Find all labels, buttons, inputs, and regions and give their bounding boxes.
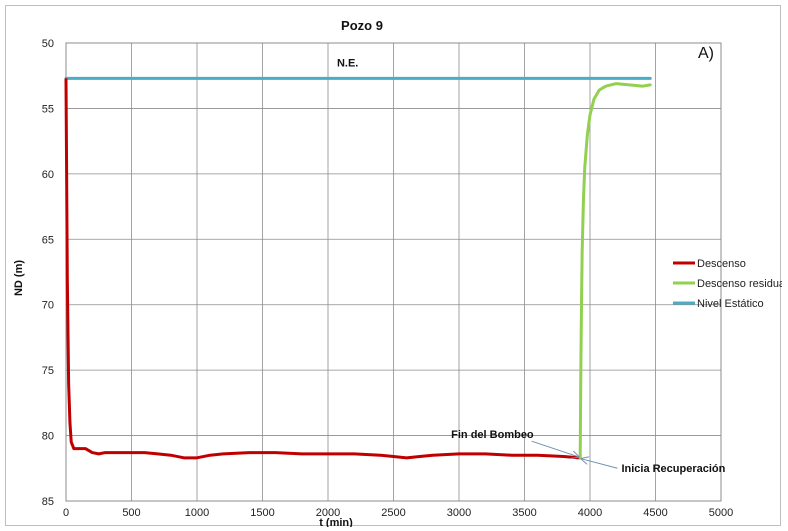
y-tick-label: 80 — [42, 431, 54, 443]
x-tick-label: 1000 — [185, 507, 209, 519]
y-tick-label: 50 — [42, 38, 54, 50]
x-axis-label: t (min) — [319, 517, 353, 527]
chart-svg: Pozo 9 A) t (min) ND (m) 0 500 1000 1500 200… — [13, 18, 782, 527]
x-tick-label: 3500 — [512, 507, 536, 519]
tick-layer: 0 500 1000 1500 2000 2500 3000 3500 4000 4500 5000… — [42, 38, 733, 519]
annotation-label: N.E. — [337, 58, 358, 70]
y-tick-label: 70 — [42, 300, 54, 312]
annotation-label: Fin del Bombeo — [451, 429, 534, 441]
legend: Descenso Descenso residual Nivel Estático — [673, 258, 782, 310]
chart-frame: Pozo 9 A) t (min) ND (m) 0 500 1000 1500 200… — [5, 5, 782, 527]
legend-label: Nivel Estático — [697, 298, 764, 310]
x-tick-label: 4000 — [578, 507, 602, 519]
y-tick-label: 75 — [42, 365, 54, 377]
y-tick-label: 65 — [42, 234, 54, 246]
legend-label: Descenso residual — [697, 278, 782, 290]
annotation-arrow — [531, 440, 579, 457]
legend-label: Descenso — [697, 258, 746, 270]
x-tick-label: 2500 — [381, 507, 405, 519]
y-tick-label: 85 — [42, 496, 54, 508]
series-layer — [64, 76, 652, 460]
x-tick-label: 2000 — [316, 507, 340, 519]
annotation-layer: N.E. Fin del Bombeo Inicia Recuperación — [337, 58, 726, 476]
annotation-arrow — [582, 459, 618, 469]
x-tick-label: 500 — [122, 507, 140, 519]
y-tick-label: 55 — [42, 103, 54, 115]
x-tick-label: 0 — [63, 507, 69, 519]
chart-title: Pozo 9 — [341, 18, 383, 33]
x-tick-label: 4500 — [643, 507, 667, 519]
x-tick-label: 1500 — [250, 507, 274, 519]
panel-label: A) — [698, 45, 714, 62]
series-line-1 — [578, 82, 652, 460]
annotation-label: Inicia Recuperación — [621, 463, 725, 475]
series-line-0 — [64, 78, 582, 460]
x-tick-label: 3000 — [447, 507, 471, 519]
y-tick-label: 60 — [42, 169, 54, 181]
grid-layer — [65, 42, 722, 502]
x-tick-label: 5000 — [709, 507, 733, 519]
y-axis-label: ND (m) — [13, 260, 25, 296]
